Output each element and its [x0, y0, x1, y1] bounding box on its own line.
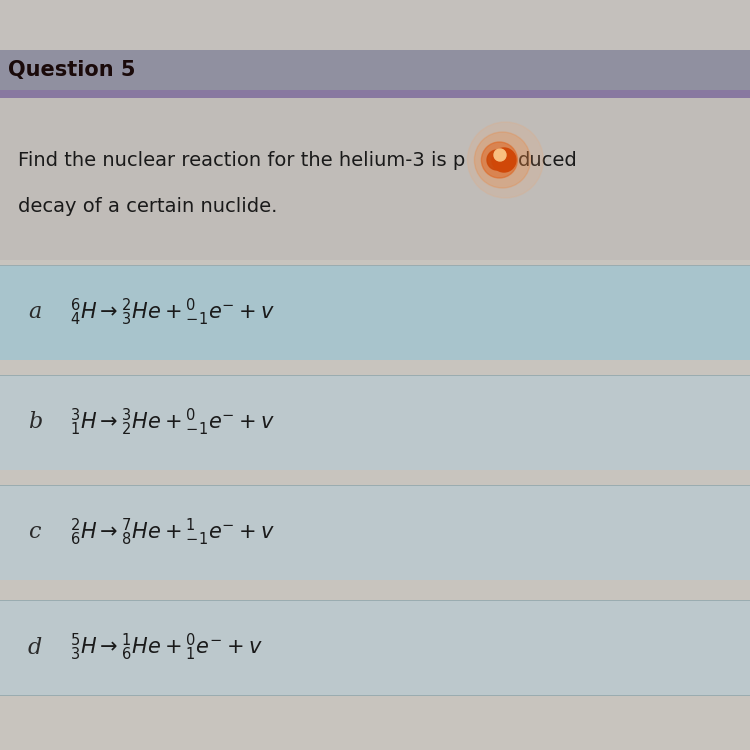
Text: $\mathit{^{2}_{6}H}\rightarrow\mathit{^{7}_{8}He}+\mathit{^{1}_{−1}e^{-}}+v$: $\mathit{^{2}_{6}H}\rightarrow\mathit{^{…: [70, 517, 275, 548]
Circle shape: [492, 148, 516, 172]
Bar: [0, 485, 750, 486]
Bar: [0, 695, 750, 696]
Text: a: a: [28, 302, 41, 323]
Bar: [0, 265, 750, 266]
Text: Question 5: Question 5: [8, 60, 136, 80]
Text: duced: duced: [518, 151, 578, 170]
Bar: [0, 600, 750, 601]
Text: Find the nuclear reaction for the helium-3 is p: Find the nuclear reaction for the helium…: [18, 151, 465, 170]
Text: d: d: [28, 637, 42, 658]
Circle shape: [467, 122, 544, 198]
Bar: [0, 98, 750, 260]
Bar: [0, 265, 750, 360]
Circle shape: [487, 150, 507, 170]
Circle shape: [475, 132, 530, 188]
Bar: [0, 90, 750, 98]
Bar: [0, 485, 750, 580]
Bar: [0, 375, 750, 376]
Text: $\mathit{^{3}_{1}H}\rightarrow\mathit{^{3}_{2}He}+\mathit{^{0}_{−1}e^{-}}+v$: $\mathit{^{3}_{1}H}\rightarrow\mathit{^{…: [70, 407, 275, 438]
Text: c: c: [28, 521, 40, 544]
Bar: [0, 600, 750, 695]
Text: $\mathit{^{6}_{4}H}\rightarrow\mathit{^{2}_{3}He}+\mathit{^{0}_{−1}e^{-}}+v$: $\mathit{^{6}_{4}H}\rightarrow\mathit{^{…: [70, 297, 275, 328]
Text: b: b: [28, 412, 42, 434]
Bar: [0, 375, 750, 470]
Bar: [0, 50, 750, 90]
Text: $\mathit{^{5}_{3}H}\rightarrow\mathit{^{1}_{6}He}+\mathit{^{0}_{1}e^{-}}+v$: $\mathit{^{5}_{3}H}\rightarrow\mathit{^{…: [70, 632, 262, 663]
Circle shape: [482, 142, 518, 178]
Circle shape: [494, 149, 506, 161]
Bar: [0, 0, 750, 50]
Text: decay of a certain nuclide.: decay of a certain nuclide.: [18, 197, 278, 217]
